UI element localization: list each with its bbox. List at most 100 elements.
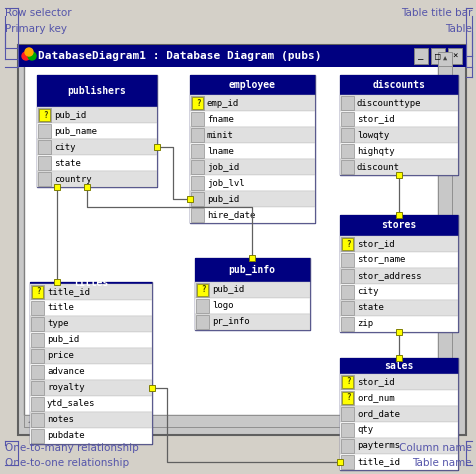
Text: ?: ? <box>345 239 349 248</box>
Bar <box>339 358 457 470</box>
Bar <box>340 407 353 421</box>
Bar <box>341 392 352 404</box>
Bar <box>32 286 43 298</box>
Text: logo: logo <box>211 301 233 310</box>
Bar <box>30 282 152 444</box>
Text: ▼: ▼ <box>442 417 446 423</box>
Bar <box>190 144 204 158</box>
Text: price: price <box>47 352 74 361</box>
Text: ord_num: ord_num <box>356 393 394 402</box>
Bar <box>189 159 314 175</box>
Bar <box>339 300 457 316</box>
Text: publishers: publishers <box>68 86 126 96</box>
Bar <box>39 109 50 121</box>
Text: type: type <box>47 319 69 328</box>
Bar <box>37 75 157 187</box>
Bar <box>340 423 353 437</box>
Bar <box>437 52 451 66</box>
Bar <box>195 258 309 282</box>
Bar <box>37 75 157 107</box>
Bar <box>38 156 51 170</box>
Text: Row selector: Row selector <box>5 8 71 18</box>
Bar <box>31 365 44 379</box>
Bar <box>30 412 152 428</box>
Text: royalty: royalty <box>47 383 84 392</box>
Bar <box>340 391 353 405</box>
Text: stores: stores <box>381 220 416 230</box>
Bar <box>190 208 204 222</box>
Bar <box>189 207 314 223</box>
Bar <box>339 111 457 127</box>
Text: qty: qty <box>356 426 372 435</box>
Bar <box>340 375 353 389</box>
Bar <box>37 123 157 139</box>
Bar <box>30 300 152 316</box>
Bar <box>339 268 457 284</box>
Bar <box>38 124 51 138</box>
Bar <box>196 283 208 297</box>
Bar <box>430 48 444 64</box>
Bar <box>195 282 309 298</box>
Bar <box>189 111 314 127</box>
Bar <box>195 314 309 330</box>
Bar <box>38 172 51 186</box>
Text: notes: notes <box>47 416 74 425</box>
Text: titles: titles <box>73 278 109 288</box>
Bar <box>339 316 457 332</box>
Text: Table name: Table name <box>412 458 471 468</box>
Bar <box>31 381 44 395</box>
Text: ◄: ◄ <box>28 418 32 424</box>
Circle shape <box>22 52 30 60</box>
Text: ?: ? <box>200 285 205 294</box>
Bar <box>339 406 457 422</box>
Text: Column name: Column name <box>398 443 471 453</box>
Bar <box>339 438 457 454</box>
Bar <box>38 108 51 122</box>
Text: discount: discount <box>356 163 399 172</box>
Text: lname: lname <box>207 146 233 155</box>
Bar <box>31 429 44 443</box>
Bar <box>31 413 44 427</box>
Bar <box>37 155 157 171</box>
Bar <box>190 112 204 126</box>
Text: stor_id: stor_id <box>356 115 394 124</box>
Bar <box>37 139 157 155</box>
Text: city: city <box>356 288 378 297</box>
Bar <box>340 253 353 267</box>
Bar <box>189 175 314 191</box>
Bar <box>340 317 353 331</box>
Bar <box>340 96 353 110</box>
Bar <box>31 317 44 331</box>
Bar <box>18 45 465 67</box>
Text: title_id: title_id <box>47 288 90 297</box>
Bar <box>339 95 457 111</box>
Text: Table title bar: Table title bar <box>400 8 471 18</box>
Text: ytd_sales: ytd_sales <box>47 400 95 409</box>
Bar <box>339 358 457 374</box>
Text: pub_info: pub_info <box>228 265 275 275</box>
Bar <box>30 396 152 412</box>
Bar <box>341 376 352 388</box>
Circle shape <box>25 48 33 56</box>
Text: discounttype: discounttype <box>356 99 421 108</box>
Bar <box>189 95 314 111</box>
Text: minit: minit <box>207 130 233 139</box>
Bar <box>197 284 208 296</box>
Bar <box>437 52 451 427</box>
Text: One-to-many relationship: One-to-many relationship <box>5 443 139 453</box>
Text: stor_name: stor_name <box>356 255 405 264</box>
Text: advance: advance <box>47 367 84 376</box>
Bar <box>341 238 352 250</box>
Text: country: country <box>54 174 91 183</box>
Text: pub_id: pub_id <box>47 336 79 345</box>
Bar <box>340 269 353 283</box>
Text: pr_info: pr_info <box>211 318 249 327</box>
Text: ?: ? <box>195 99 200 108</box>
Bar <box>339 252 457 268</box>
Text: discounts: discounts <box>372 80 425 90</box>
Bar <box>31 301 44 315</box>
Text: pub_name: pub_name <box>54 127 97 136</box>
Bar <box>192 97 203 109</box>
Bar <box>339 215 457 332</box>
Bar <box>340 144 353 158</box>
